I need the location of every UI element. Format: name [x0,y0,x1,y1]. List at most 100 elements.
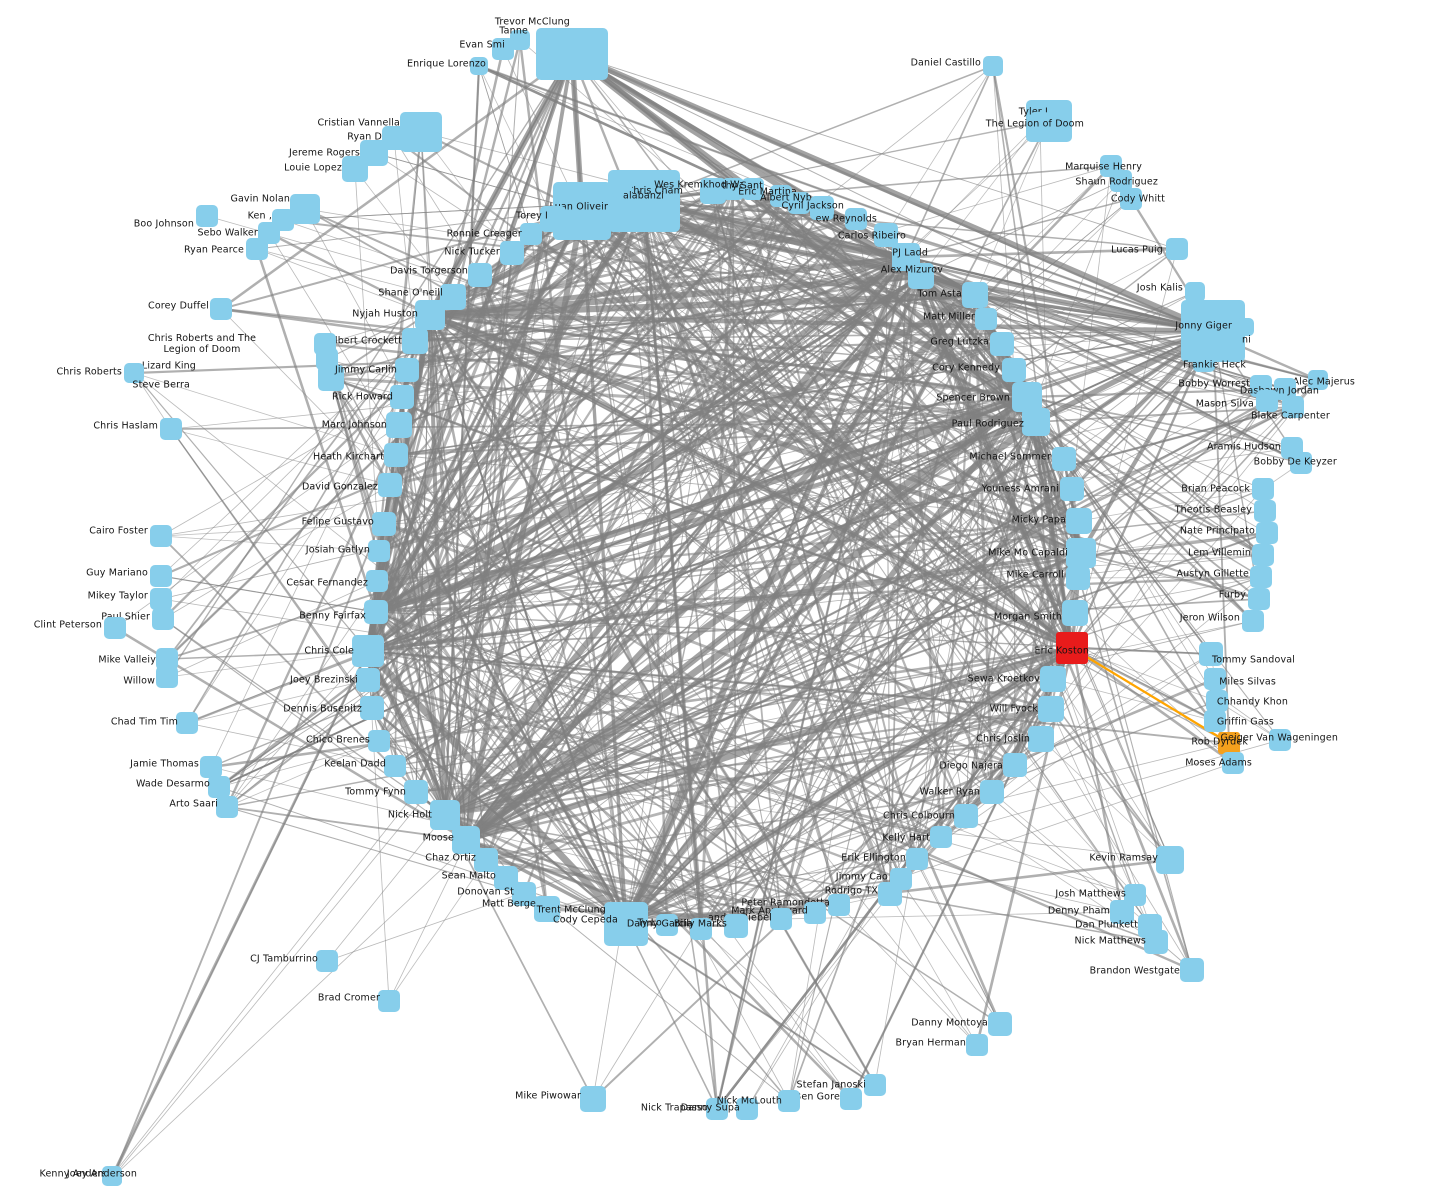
graph-node[interactable] [1030,112,1050,132]
graph-node[interactable] [1204,668,1226,690]
graph-node[interactable] [156,648,178,670]
graph-node[interactable] [124,363,144,383]
graph-node[interactable] [990,332,1014,356]
graph-node[interactable] [430,800,460,830]
graph-node[interactable] [384,443,408,467]
graph-node[interactable] [1256,390,1278,412]
graph-node[interactable] [216,796,238,818]
graph-node[interactable] [1308,370,1328,390]
graph-node[interactable] [342,156,368,182]
graph-node[interactable] [804,902,826,924]
graph-node[interactable] [372,512,396,536]
graph-node[interactable] [156,666,178,688]
graph-node[interactable] [1038,696,1064,722]
graph-node[interactable] [700,178,726,204]
graph-node[interactable] [580,1086,606,1112]
graph-node[interactable] [208,776,230,798]
graph-node[interactable] [1056,632,1088,664]
graph-node[interactable] [1002,358,1026,382]
graph-node[interactable] [1156,846,1184,874]
graph-node[interactable] [200,756,222,778]
graph-node[interactable] [1242,610,1264,632]
graph-node[interactable] [468,263,492,287]
graph-node[interactable] [828,894,850,916]
graph-node[interactable] [1022,408,1050,436]
graph-node[interactable] [1110,900,1134,924]
graph-node[interactable] [1256,522,1278,544]
graph-node[interactable] [368,540,390,562]
graph-node[interactable] [736,1098,758,1120]
graph-node[interactable] [1248,588,1270,610]
graph-node[interactable] [196,205,218,227]
graph-node[interactable] [1199,642,1223,666]
graph-node[interactable] [534,896,560,922]
graph-node[interactable] [612,908,634,930]
graph-node[interactable] [770,908,792,930]
graph-node[interactable] [1218,732,1240,754]
graph-node[interactable] [656,914,678,936]
graph-node[interactable] [840,1088,862,1110]
graph-node[interactable] [1250,566,1272,588]
graph-node[interactable] [1282,396,1304,418]
graph-node[interactable] [975,308,997,330]
graph-node[interactable] [1040,666,1066,692]
graph-node[interactable] [1290,452,1312,474]
graph-node[interactable] [962,282,988,308]
graph-node[interactable] [1120,188,1142,210]
graph-node[interactable] [1185,282,1205,302]
graph-node[interactable] [176,712,198,734]
graph-node[interactable] [152,608,174,630]
graph-node[interactable] [378,473,402,497]
graph-node[interactable] [1062,600,1088,626]
graph-node[interactable] [368,730,390,752]
graph-node[interactable] [415,300,445,330]
graph-node[interactable] [878,882,902,906]
graph-node[interactable] [722,178,744,200]
graph-node[interactable] [520,223,542,245]
graph-node[interactable] [1144,930,1168,954]
graph-node[interactable] [400,112,442,152]
graph-node[interactable] [1206,690,1228,712]
graph-node[interactable] [980,780,1004,804]
graph-node[interactable] [1012,382,1042,412]
graph-node[interactable] [512,882,536,906]
graph-node[interactable] [1269,729,1291,751]
graph-node[interactable] [160,418,182,440]
graph-node[interactable] [1252,478,1274,500]
graph-node[interactable] [402,328,428,354]
graph-node[interactable] [492,38,514,60]
graph-node[interactable] [470,57,488,75]
graph-node[interactable] [1236,318,1254,336]
graph-node[interactable] [150,588,172,610]
graph-node[interactable] [690,918,712,940]
graph-node[interactable] [395,358,419,382]
graph-node[interactable] [150,565,172,587]
graph-node[interactable] [1166,238,1188,260]
graph-node[interactable] [954,804,978,828]
graph-node[interactable] [246,238,268,260]
graph-node[interactable] [378,990,400,1012]
graph-node[interactable] [1066,566,1090,590]
graph-node[interactable] [1066,538,1096,568]
graph-node[interactable] [966,1034,988,1056]
graph-node[interactable] [845,208,867,230]
graph-node[interactable] [770,185,792,207]
graph-node[interactable] [1274,378,1296,400]
graph-node[interactable] [1204,710,1226,732]
graph-node[interactable] [360,696,384,720]
graph-node[interactable] [364,600,388,624]
graph-node[interactable] [352,635,384,667]
graph-node[interactable] [1110,170,1132,192]
graph-node[interactable] [316,348,338,370]
graph-node[interactable] [1193,350,1215,372]
graph-node[interactable] [1066,508,1092,534]
graph-node[interactable] [510,30,530,50]
graph-node[interactable] [706,1098,728,1120]
graph-node[interactable] [724,914,748,938]
graph-node[interactable] [930,826,952,848]
graph-node[interactable] [540,206,566,232]
graph-node[interactable] [104,1168,122,1186]
graph-node[interactable] [742,178,764,200]
graph-node[interactable] [778,1090,800,1112]
graph-node[interactable] [150,525,172,547]
